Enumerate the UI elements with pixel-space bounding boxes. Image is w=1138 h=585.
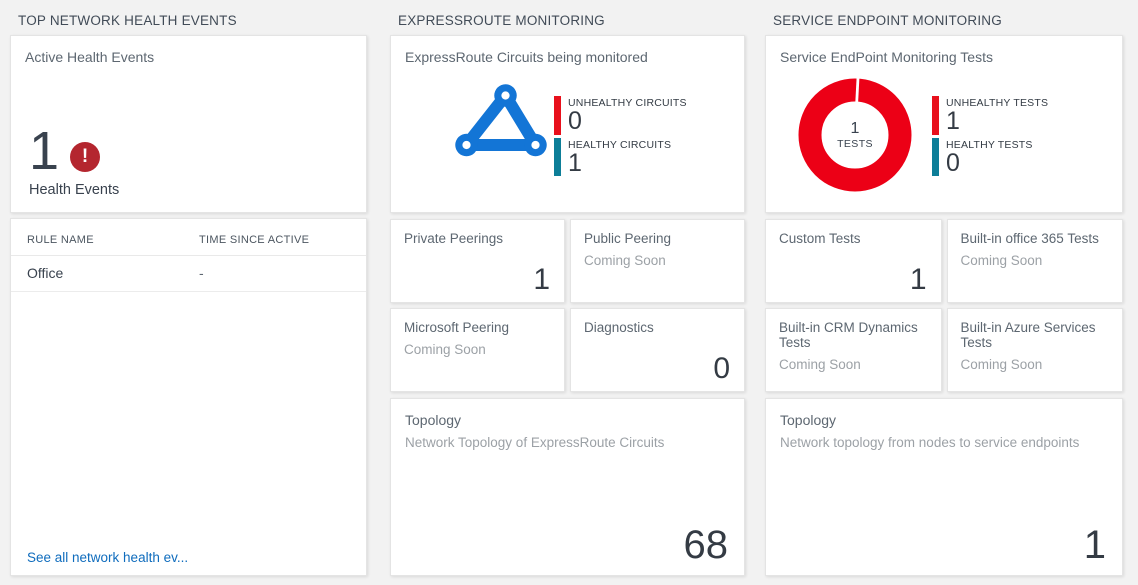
topology-title: Topology bbox=[780, 412, 837, 428]
tile-title: Built-in office 365 Tests bbox=[960, 231, 1099, 246]
see-all-health-events-link[interactable]: See all network health ev... bbox=[27, 550, 189, 565]
tile-title: Public Peering bbox=[584, 231, 672, 246]
topology-subtitle: Network Topology of ExpressRoute Circuit… bbox=[405, 435, 665, 450]
legend-item-healthy-circuits: HEALTHY CIRCUITS 1 bbox=[554, 137, 687, 177]
tile-title: Diagnostics bbox=[584, 320, 654, 335]
tile-subtitle: Coming Soon bbox=[960, 253, 1043, 268]
unhealthy-tests-value: 1 bbox=[946, 107, 960, 135]
rule-name-cell: Office bbox=[27, 265, 64, 281]
topology-title: Topology bbox=[405, 412, 462, 428]
legend-item-unhealthy-tests: UNHEALTHY TESTS 1 bbox=[932, 96, 1048, 135]
tile-azure-services-tests[interactable]: Built-in Azure Services Tests Coming Soo… bbox=[946, 308, 1123, 392]
active-card-title: Active Health Events bbox=[25, 49, 155, 65]
tests-donut-chart: 1 TESTS bbox=[796, 76, 914, 194]
tile-subtitle: Coming Soon bbox=[960, 357, 1043, 372]
tile-title: Built-in Azure Services Tests bbox=[960, 320, 1096, 350]
active-health-events-card[interactable]: Active Health Events 1 ! Health Events bbox=[10, 35, 367, 213]
tile-subtitle: Coming Soon bbox=[584, 253, 666, 268]
donut-center-value: 1 bbox=[850, 120, 860, 137]
network-triangle-icon bbox=[455, 84, 547, 157]
table-header-row: RULE NAME TIME SINCE ACTIVE bbox=[11, 219, 366, 256]
column-expressroute: EXPRESSROUTE MONITORING ExpressRoute Cir… bbox=[390, 0, 745, 585]
topology-subtitle: Network topology from nodes to service e… bbox=[780, 435, 1080, 450]
expressroute-circuits-card[interactable]: ExpressRoute Circuits being monitored UN… bbox=[390, 35, 745, 213]
health-events-count: 1 bbox=[29, 121, 60, 182]
tile-title: Private Peerings bbox=[404, 231, 504, 246]
tile-office-365-tests[interactable]: Built-in office 365 Tests Coming Soon bbox=[946, 219, 1123, 303]
tile-title: Custom Tests bbox=[779, 231, 861, 246]
tile-diagnostics[interactable]: Diagnostics 0 bbox=[570, 308, 745, 392]
unhealthy-tests-label: UNHEALTHY TESTS bbox=[946, 97, 1049, 109]
healthy-circuits-value: 1 bbox=[568, 148, 582, 177]
tile-title: Microsoft Peering bbox=[404, 320, 510, 335]
unhealthy-circuits-value: 0 bbox=[568, 107, 582, 135]
circuits-legend: UNHEALTHY CIRCUITS 0 HEALTHY CIRCUITS 1 bbox=[554, 96, 687, 176]
tile-custom-tests[interactable]: Custom Tests 1 bbox=[765, 219, 942, 303]
legend-item-unhealthy-circuits: UNHEALTHY CIRCUITS 0 bbox=[554, 96, 687, 135]
tile-subtitle: Coming Soon bbox=[404, 342, 486, 357]
unhealthy-bar-icon bbox=[932, 96, 939, 135]
expressroute-topology-card[interactable]: Topology Network Topology of ExpressRout… bbox=[390, 398, 745, 576]
legend-item-healthy-tests: HEALTHY TESTS 0 bbox=[932, 137, 1048, 177]
tile-value: 1 bbox=[533, 263, 550, 296]
tile-crm-dynamics-tests[interactable]: Built-in CRM Dynamics Tests Coming Soon bbox=[765, 308, 942, 392]
time-since-active-cell: - bbox=[199, 265, 204, 281]
healthy-tests-value: 0 bbox=[946, 148, 960, 177]
endpoint-tiles: Custom Tests 1 Built-in office 365 Tests… bbox=[765, 219, 1123, 392]
table-row[interactable]: Office - bbox=[11, 256, 366, 292]
tile-microsoft-peering[interactable]: Microsoft Peering Coming Soon bbox=[390, 308, 565, 392]
health-events-metric: 1 ! Health Events bbox=[29, 121, 120, 198]
tile-value: 1 bbox=[909, 263, 927, 296]
column-header-time-since-active: TIME SINCE ACTIVE bbox=[199, 234, 310, 246]
tests-card-title: Service EndPoint Monitoring Tests bbox=[780, 49, 993, 65]
healthy-tests-label: HEALTHY TESTS bbox=[946, 138, 1033, 151]
unhealthy-bar-icon bbox=[554, 96, 561, 135]
topology-value: 68 bbox=[683, 523, 729, 567]
healthy-bar-icon bbox=[554, 137, 561, 176]
tile-title: Built-in CRM Dynamics Tests bbox=[779, 320, 918, 350]
column-header-rule-name: RULE NAME bbox=[27, 234, 94, 246]
expressroute-tiles: Private Peerings 1 Public Peering Coming… bbox=[390, 219, 745, 392]
tile-private-peerings[interactable]: Private Peerings 1 bbox=[390, 219, 565, 303]
error-badge-icon: ! bbox=[70, 142, 101, 173]
expressroute-header: EXPRESSROUTE MONITORING bbox=[398, 13, 605, 28]
healthy-bar-icon bbox=[932, 137, 939, 176]
circuits-card-title: ExpressRoute Circuits being monitored bbox=[405, 49, 648, 65]
health-events-header: TOP NETWORK HEALTH EVENTS bbox=[18, 13, 237, 28]
health-events-table-card: RULE NAME TIME SINCE ACTIVE Office - See… bbox=[10, 218, 367, 576]
tile-public-peering[interactable]: Public Peering Coming Soon bbox=[570, 219, 745, 303]
healthy-circuits-label: HEALTHY CIRCUITS bbox=[568, 138, 672, 151]
endpoint-tests-card[interactable]: Service EndPoint Monitoring Tests 1 TEST… bbox=[765, 35, 1123, 213]
endpoint-topology-card[interactable]: Topology Network topology from nodes to … bbox=[765, 398, 1123, 576]
donut-center-label: TESTS bbox=[837, 138, 873, 150]
unhealthy-circuits-label: UNHEALTHY CIRCUITS bbox=[568, 97, 687, 109]
tile-subtitle: Coming Soon bbox=[779, 357, 861, 372]
tests-legend: UNHEALTHY TESTS 1 HEALTHY TESTS 0 bbox=[932, 96, 1048, 176]
donut-ring-icon bbox=[798, 76, 912, 192]
service-endpoint-header: SERVICE ENDPOINT MONITORING bbox=[773, 13, 1002, 28]
column-health-events: TOP NETWORK HEALTH EVENTS Active Health … bbox=[10, 0, 367, 585]
health-events-label: Health Events bbox=[29, 182, 120, 198]
donut-center: 1 TESTS bbox=[796, 76, 914, 194]
topology-value: 1 bbox=[1083, 523, 1106, 567]
tile-value: 0 bbox=[713, 352, 730, 385]
column-service-endpoint: SERVICE ENDPOINT MONITORING Service EndP… bbox=[765, 0, 1123, 585]
